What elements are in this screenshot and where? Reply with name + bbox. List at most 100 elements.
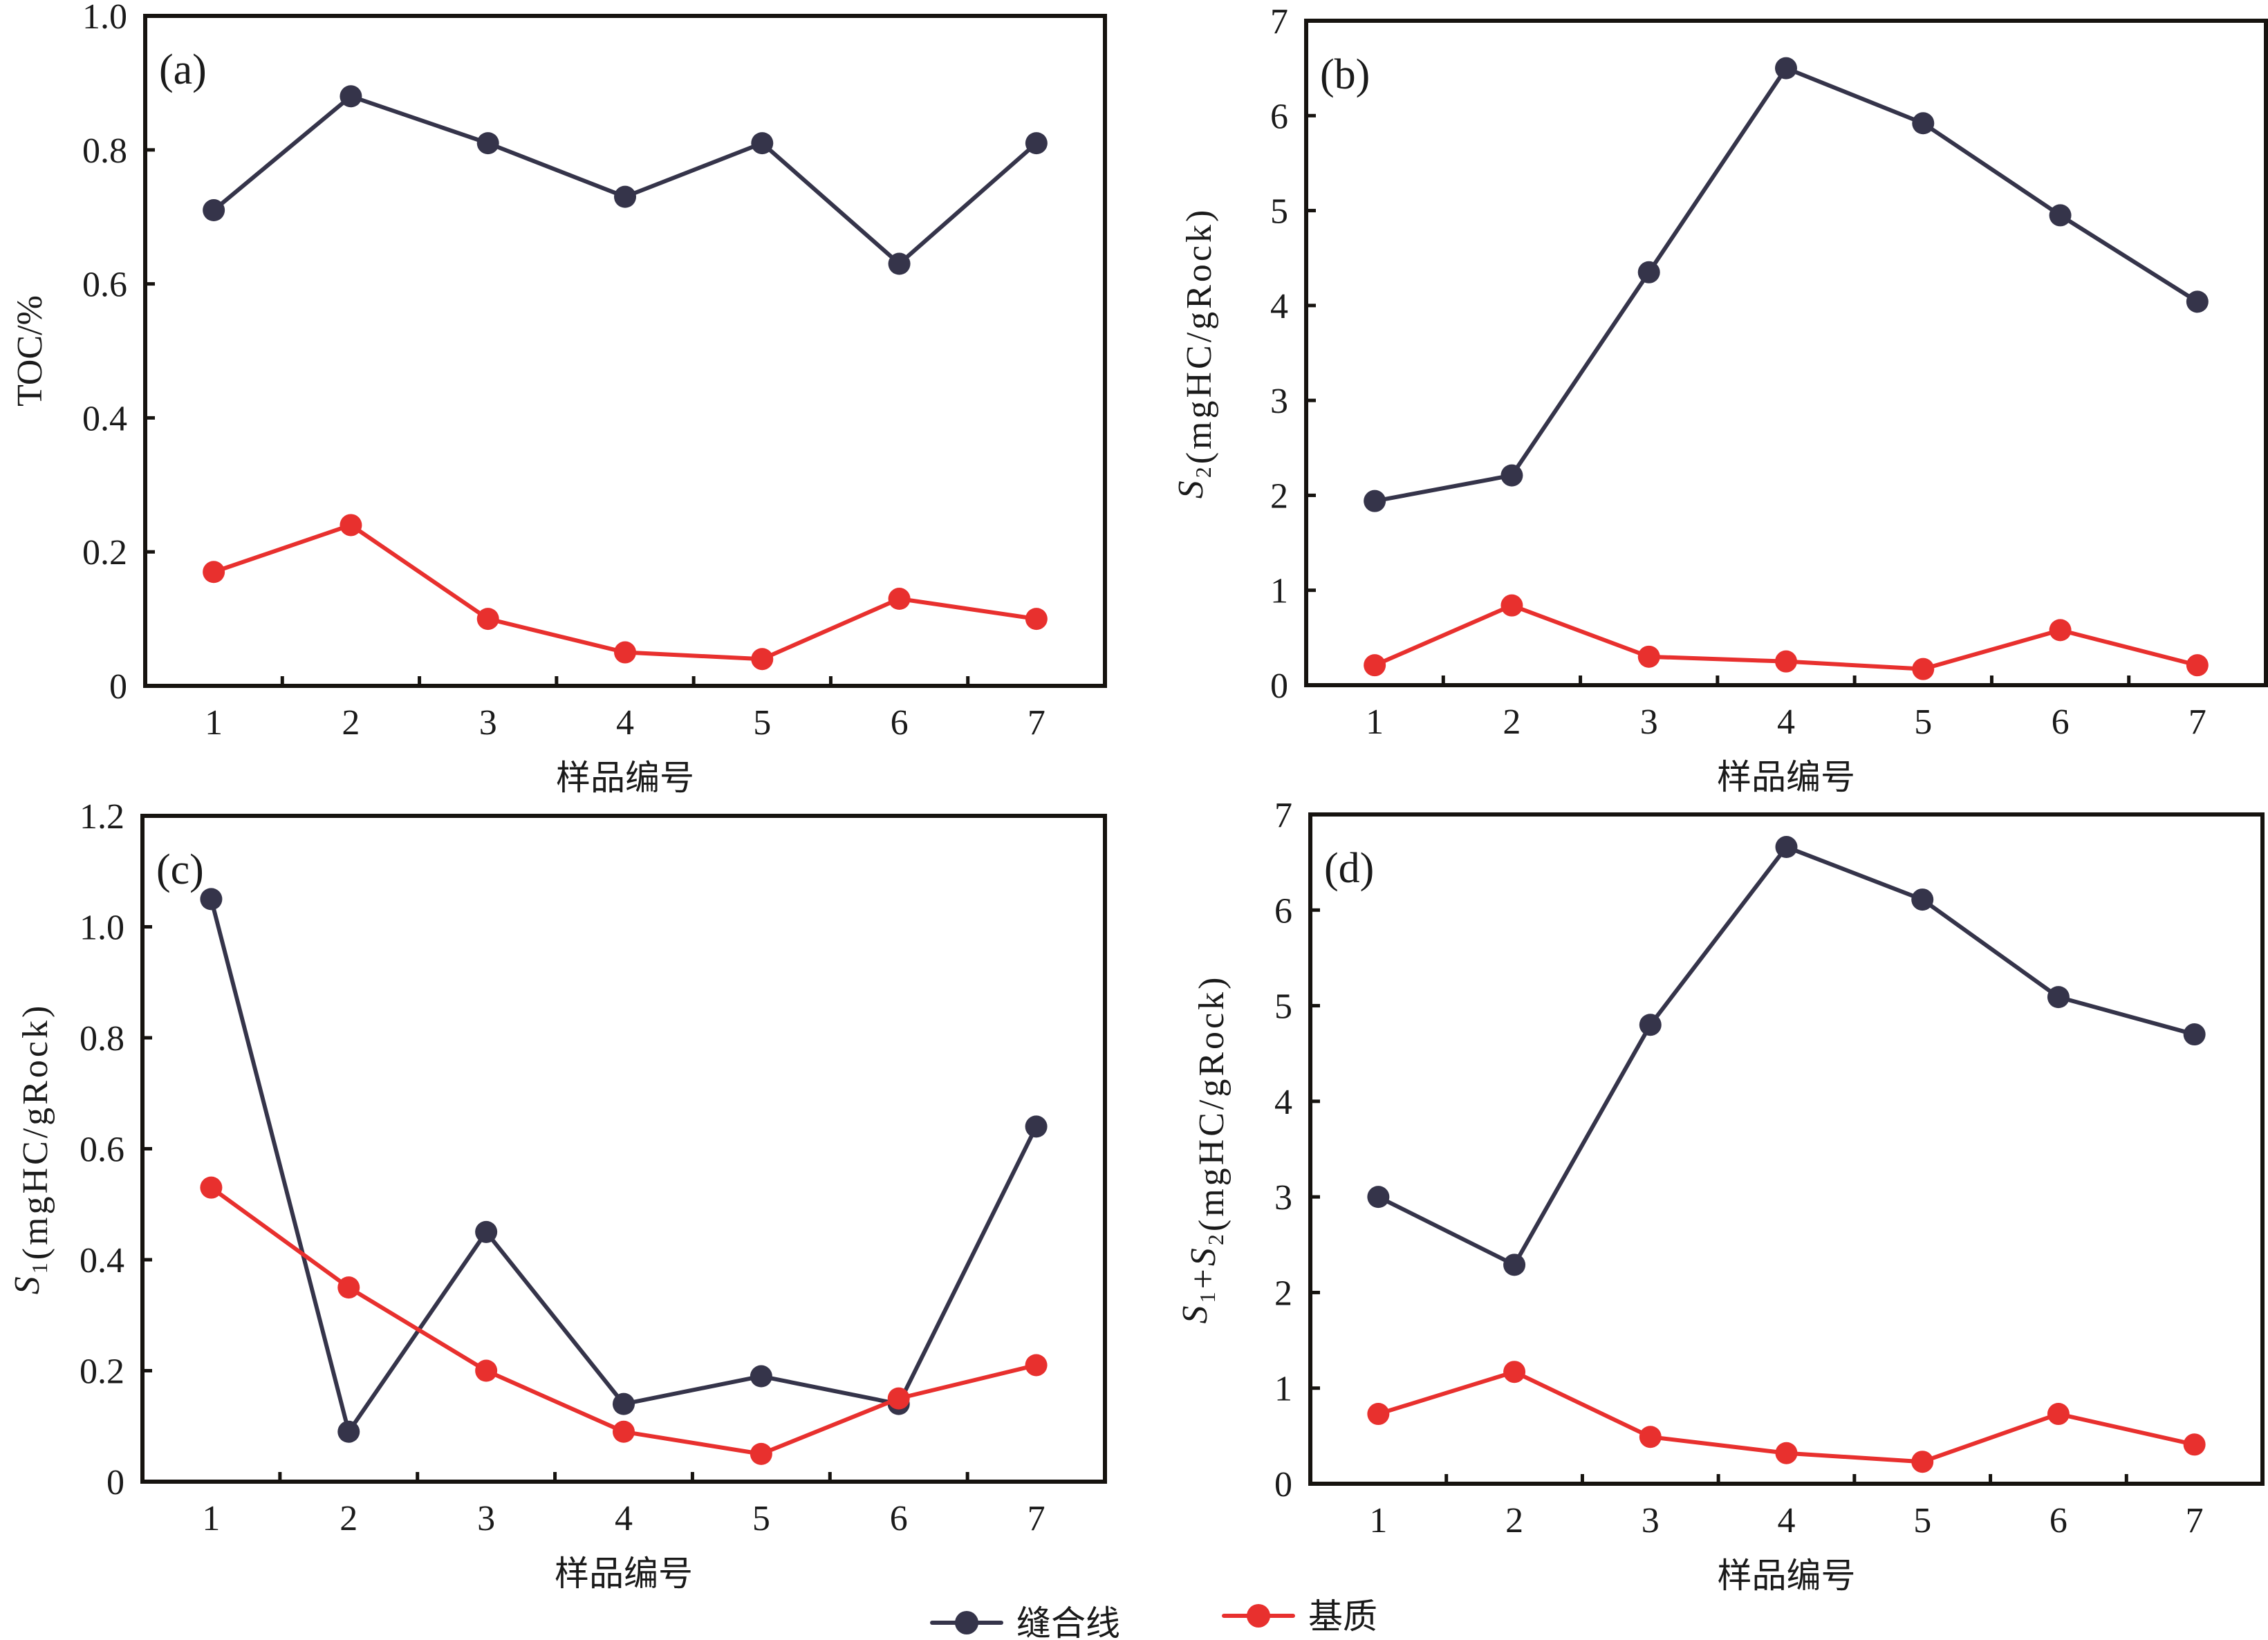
series-matrix [200, 1176, 1048, 1465]
data-point-suture [1639, 1014, 1662, 1036]
data-point-suture [613, 1392, 635, 1415]
series-suture [1367, 836, 2206, 1276]
data-point-suture [888, 252, 911, 275]
y-tick-label: 0.4 [82, 399, 127, 438]
data-point-suture [476, 132, 499, 155]
series-suture [200, 888, 1048, 1443]
y-tick-label: 2 [1274, 1274, 1292, 1313]
y-tick-label: 0 [106, 1463, 124, 1502]
data-point-matrix [1637, 645, 1660, 668]
data-point-matrix [1500, 594, 1523, 617]
data-point-suture [1775, 57, 1797, 80]
x-tick-label: 2 [1503, 702, 1521, 742]
y-tick-label: 0.6 [80, 1130, 124, 1170]
y-tick-label: 5 [1274, 987, 1292, 1027]
y-tick-label: 6 [1274, 891, 1292, 931]
data-point-suture [1503, 1254, 1526, 1276]
y-tick-label: 0 [1270, 667, 1288, 706]
data-point-matrix [1503, 1361, 1526, 1383]
data-point-matrix [203, 561, 225, 584]
data-point-suture [203, 199, 225, 222]
data-point-suture [200, 888, 223, 911]
data-point-matrix [2049, 619, 2072, 642]
data-point-matrix [475, 1359, 498, 1382]
data-point-suture [2049, 204, 2072, 227]
data-point-matrix [1639, 1426, 1662, 1448]
series-suture [1364, 57, 2209, 512]
panel-s1: 0 0.2 0.4 0.6 0.8 1.0 1.2 1 2 3 4 5 6 7 样品编号 S1(mgHC/gR… [8, 797, 1107, 1594]
series-line-suture [1374, 66, 2199, 503]
x-axis-label: 样品编号 [1717, 757, 1855, 797]
data-point-matrix [1775, 1442, 1798, 1464]
series-line-suture [212, 94, 1038, 266]
data-point-suture [751, 132, 774, 155]
x-tick-label: 2 [342, 703, 360, 743]
y-tick-label: 3 [1274, 1178, 1292, 1218]
data-point-suture [337, 1420, 360, 1443]
x-tick-label: 4 [1778, 1501, 1796, 1540]
data-point-suture [475, 1220, 498, 1243]
x-tick-label: 3 [1640, 702, 1658, 742]
data-point-matrix [613, 1420, 635, 1443]
data-point-matrix [2186, 654, 2209, 677]
data-point-suture [2047, 986, 2070, 1009]
data-point-matrix [1025, 1354, 1048, 1377]
x-axis-label: 样品编号 [556, 758, 694, 798]
x-tick-label: 3 [479, 703, 497, 743]
x-tick-label: 1 [1366, 702, 1384, 742]
x-tick-label: 7 [2188, 702, 2206, 742]
data-point-matrix [337, 1276, 360, 1299]
panel-tag: (a) [159, 46, 207, 93]
x-tick-label: 7 [2186, 1501, 2204, 1540]
y-tick-label: 5 [1270, 192, 1288, 232]
data-point-suture [750, 1365, 772, 1388]
legend-label-suture: 缝合线 [1016, 1603, 1120, 1640]
y-tick-label: 7 [1274, 796, 1292, 835]
y-tick-label: 1.0 [80, 908, 124, 948]
x-axis-label: 样品编号 [555, 1554, 693, 1594]
data-point-suture [1911, 888, 1934, 911]
y-axis-label: S2(mgHC/gRock) [1171, 207, 1219, 499]
data-point-matrix [340, 514, 362, 537]
data-point-suture [340, 85, 362, 108]
panel-tag: (d) [1324, 845, 1374, 892]
y-tick-label: 0.2 [82, 533, 127, 572]
x-tick-label: 2 [340, 1499, 357, 1538]
x-tick-label: 5 [752, 1499, 770, 1538]
data-point-matrix [1367, 1403, 1390, 1426]
y-tick-label: 4 [1270, 287, 1288, 326]
panel-toc: 0 0.2 0.4 0.6 0.8 1.0 1 2 3 4 5 6 7 样品编号 TOC/% (a) [10, 0, 1107, 798]
x-tick-label: 6 [2049, 1501, 2067, 1540]
data-point-matrix [887, 1387, 910, 1410]
x-tick-label: 6 [891, 703, 909, 743]
plot-frame [1308, 812, 2265, 1486]
plot-frame [143, 14, 1107, 688]
plot-frame [1304, 19, 2268, 687]
x-tick-label: 2 [1505, 1501, 1523, 1540]
y-tick-label: 1.2 [80, 797, 124, 837]
x-tick-label: 1 [205, 703, 223, 743]
panel-tag: (b) [1320, 51, 1370, 98]
data-point-suture [2186, 290, 2209, 313]
legend-marker-matrix [1247, 1604, 1270, 1628]
x-tick-label: 1 [1369, 1501, 1387, 1540]
y-tick-label: 1 [1274, 1370, 1292, 1409]
x-axis-label: 样品编号 [1718, 1556, 1856, 1596]
y-tick-label: 2 [1270, 476, 1288, 516]
data-point-matrix [750, 1442, 772, 1465]
y-tick-label: 1 [1270, 572, 1288, 611]
x-tick-label: 6 [2052, 702, 2070, 742]
data-point-matrix [1025, 608, 1048, 631]
data-point-matrix [1775, 650, 1797, 673]
series-matrix [1364, 594, 2209, 680]
y-tick-label: 4 [1274, 1083, 1292, 1122]
x-tick-label: 5 [753, 703, 771, 743]
y-tick-label: 0.4 [80, 1241, 124, 1280]
series-matrix [203, 514, 1048, 671]
y-tick-label: 0.2 [80, 1352, 124, 1392]
y-tick-label: 3 [1270, 382, 1288, 421]
panel-tag: (c) [156, 846, 204, 893]
data-point-suture [1500, 464, 1523, 487]
y-tick-label: 0.8 [80, 1019, 124, 1059]
data-point-matrix [200, 1176, 223, 1199]
